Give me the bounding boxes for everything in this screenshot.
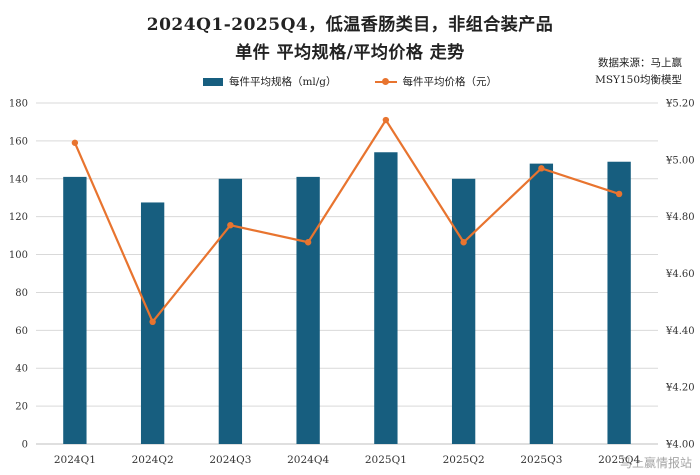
y-right-tick-label: ¥5.00 [665, 155, 695, 166]
legend-bar-swatch [202, 77, 223, 86]
source-line1: 数据来源：马上赢 [598, 57, 682, 69]
legend-item-bar: 每件平均规格（ml/g） [202, 74, 337, 89]
price-point-2025Q1 [382, 116, 390, 124]
legend-line-label: 每件平均价格（元） [402, 76, 498, 88]
y-left-tick-label: 120 [9, 212, 28, 223]
bar-2024Q1 [63, 176, 87, 444]
x-tick-label: 2025Q2 [443, 454, 485, 466]
x-tick-label: 2025Q3 [520, 454, 562, 466]
x-tick-label: 2024Q1 [54, 454, 96, 466]
x-tick-label: 2025Q1 [365, 454, 407, 466]
price-line [73, 118, 620, 324]
price-point-2025Q3 [538, 165, 545, 172]
bar-2025Q1 [374, 152, 398, 444]
y-left-tick-label: 140 [9, 174, 28, 185]
y-left-tick-label: 160 [9, 136, 28, 147]
y-right-tick-label: ¥4.80 [665, 212, 695, 223]
bar-2025Q3 [529, 163, 554, 444]
bar-2024Q3 [218, 178, 243, 444]
price-point-2025Q4 [615, 190, 623, 198]
source-line2: MSY150均衡模型 [595, 74, 682, 86]
bar-2024Q4 [296, 176, 320, 444]
y-right-tick-label: ¥4.00 [665, 440, 695, 451]
legend-bar-label: 每件平均规格（ml/g） [228, 76, 337, 88]
chart-title-line2: 单件 平均规格/平均价格 走势 [235, 43, 465, 63]
chart-title-line1: 2024Q1-2025Q4，低温香肠类目，非组合装产品 [146, 15, 554, 35]
legend-item-line: 每件平均价格（元） [374, 74, 498, 89]
y-left-tick-label: 100 [9, 250, 28, 261]
y-left-tick-label: 40 [15, 364, 28, 375]
y-right-tick-label: ¥4.20 [665, 383, 695, 394]
x-tick-label: 2024Q3 [209, 454, 251, 466]
x-tick-label: 2025Q4 [598, 454, 640, 466]
y-right-tick-label: ¥4.60 [665, 269, 695, 280]
price-point-2025Q2 [460, 239, 467, 246]
price-point-2024Q3 [227, 221, 234, 229]
y-left-tick-label: 0 [22, 440, 28, 451]
y-left-tick-label: 80 [15, 288, 28, 299]
legend-line-swatch [374, 77, 397, 87]
price-point-2024Q2 [149, 318, 156, 326]
y-left-tick-label: 180 [9, 99, 28, 110]
y-right-tick-label: ¥4.40 [665, 326, 695, 337]
y-right-tick-label: ¥5.20 [665, 99, 695, 110]
data-source: 数据来源：马上赢 MSY150均衡模型 [595, 55, 682, 89]
price-point-2024Q1 [71, 139, 79, 146]
y-left-tick-label: 60 [15, 326, 28, 337]
x-tick-label: 2024Q2 [132, 454, 174, 466]
price-point-2024Q4 [304, 239, 312, 246]
x-tick-label: 2024Q4 [287, 454, 329, 466]
bar-2025Q2 [451, 178, 476, 444]
watermark: 马上赢情报站 [619, 456, 692, 470]
y-left-tick-label: 20 [15, 402, 28, 413]
legend: 每件平均规格（ml/g） 每件平均价格（元） [0, 74, 700, 89]
bar-2025Q4 [607, 161, 631, 444]
